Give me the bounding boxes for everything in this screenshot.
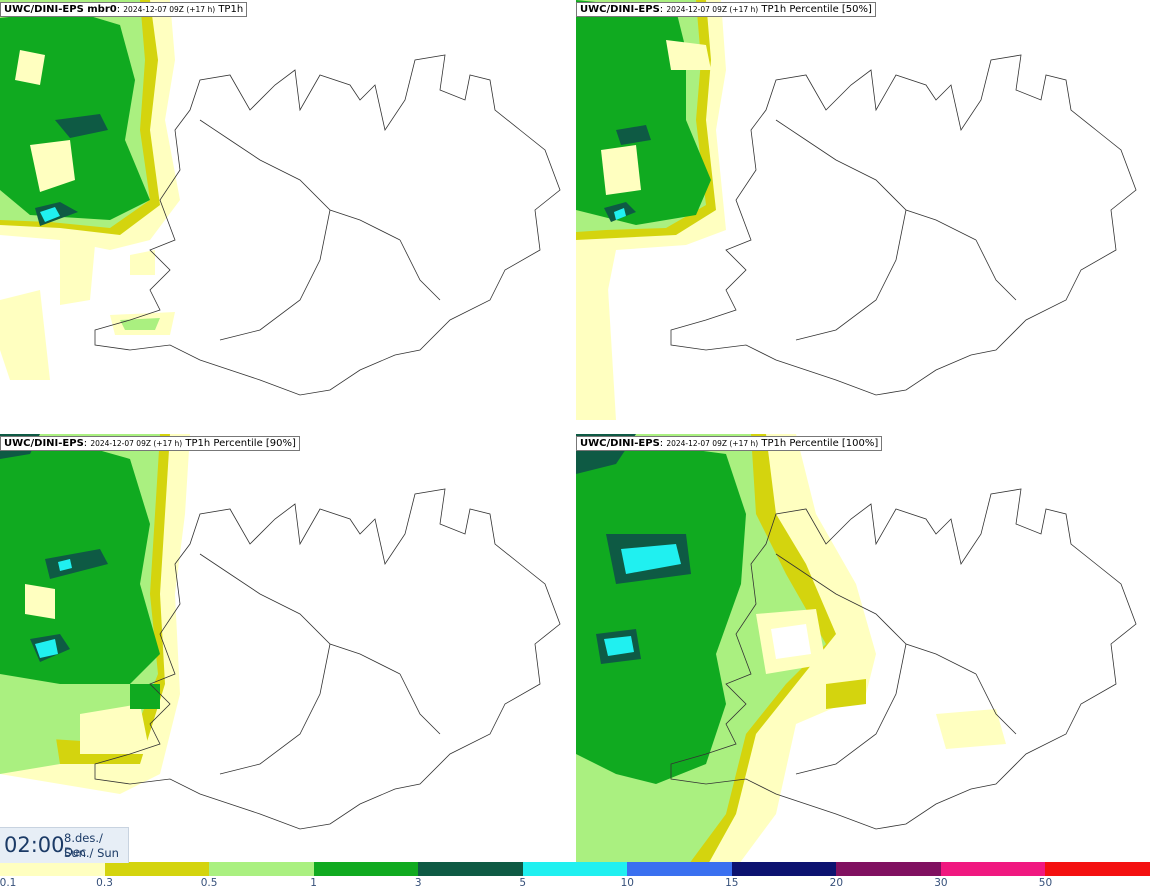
precip-map (0, 0, 561, 396)
panel-title: UWC/DINI-EPS: 2024-12-07 09Z (+17 h) TP1… (576, 2, 876, 17)
colorbar-swatch (313, 862, 419, 876)
model-name: UWC/DINI-EPS (4, 438, 84, 449)
colorbar-swatch (104, 862, 210, 876)
run-time: 2024-12-07 09Z (+17 h) (123, 5, 216, 14)
run-time: 2024-12-07 09Z (+17 h) (90, 439, 183, 448)
run-time: 2024-12-07 09Z (+17 h) (666, 439, 759, 448)
colorbar-label: 10 (620, 877, 634, 889)
map-panel-p90: UWC/DINI-EPS: 2024-12-07 09Z (+17 h) TP1… (0, 434, 574, 868)
precip-map (576, 0, 1137, 420)
field-name: TP1h (218, 4, 244, 15)
model-name: UWC/DINI-EPS (580, 438, 660, 449)
colorbar-label: 0.3 (96, 877, 113, 889)
field-name: TP1h Percentile [90%] (185, 438, 296, 449)
colorbar-swatch (1045, 862, 1150, 876)
colorbar-label: 5 (519, 877, 527, 889)
colorbar-swatch (522, 862, 628, 876)
precip-map (0, 434, 561, 830)
colorbar-swatch (418, 862, 523, 876)
colorbar-swatch (0, 862, 105, 876)
precip-field (0, 434, 190, 794)
valid-date-line2: Sun./ Sun (64, 846, 119, 860)
map-panel-mbr0: UWC/DINI-EPS mbr0: 2024-12-07 09Z (+17 h… (0, 0, 574, 434)
valid-time-box: 02:00 8.des./ Dec Sun./ Sun (0, 827, 129, 863)
colorbar-label: 20 (829, 877, 844, 889)
colorbar-label: 15 (725, 877, 739, 889)
panel-title: UWC/DINI-EPS: 2024-12-07 09Z (+17 h) TP1… (576, 436, 883, 451)
precip-field (576, 434, 1006, 868)
colorbar-label: 0.5 (200, 877, 218, 889)
coastline (670, 54, 1137, 396)
panel-title: UWC/DINI-EPS mbr0: 2024-12-07 09Z (+17 h… (0, 2, 248, 17)
precip-map (576, 434, 1137, 868)
coastline (94, 488, 561, 830)
valid-time: 02:00 (4, 833, 65, 857)
colorbar-legend: 0.1 0.3 0.5 1 3 5 10 15 20 30 50 (0, 862, 1150, 891)
field-name: TP1h Percentile [100%] (761, 438, 879, 449)
panel-title: UWC/DINI-EPS: 2024-12-07 09Z (+17 h) TP1… (0, 436, 300, 451)
colorbar-label: 30 (934, 877, 948, 889)
precip-field (0, 0, 180, 380)
run-time: 2024-12-07 09Z (+17 h) (666, 5, 759, 14)
map-panel-p100: UWC/DINI-EPS: 2024-12-07 09Z (+17 h) TP1… (576, 434, 1150, 868)
colorbar-swatch (209, 862, 314, 876)
field-name: TP1h Percentile [50%] (761, 4, 872, 15)
colorbar-label: 3 (414, 877, 422, 889)
colorbar-swatch (836, 862, 941, 876)
model-name: UWC/DINI-EPS (580, 4, 660, 15)
coastline (670, 488, 1137, 830)
colorbar-swatch (627, 862, 732, 876)
panel-divider (574, 0, 576, 862)
colorbar-label: 50 (1038, 877, 1053, 889)
colorbar-swatch (731, 862, 837, 876)
colorbar-swatch (940, 862, 1046, 876)
colorbar-label: 0.1 (0, 877, 17, 889)
model-name: UWC/DINI-EPS mbr0 (4, 4, 117, 15)
valid-date-line1: 8.des./ Dec (64, 831, 103, 859)
precip-field (576, 0, 726, 420)
coastline (94, 54, 561, 396)
colorbar-label: 1 (310, 877, 317, 889)
map-panel-p50: UWC/DINI-EPS: 2024-12-07 09Z (+17 h) TP1… (576, 0, 1150, 434)
colorbar-swatches (0, 862, 1150, 876)
